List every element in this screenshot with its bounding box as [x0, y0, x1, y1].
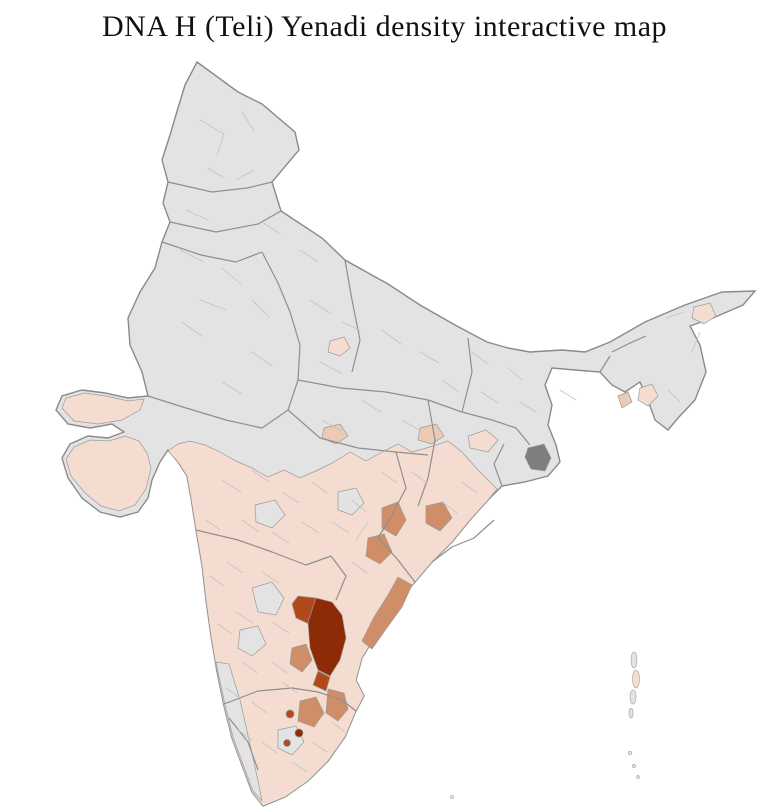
region-north-tamil-nadu[interactable]	[297, 696, 325, 728]
region-jharkhand-district[interactable]	[467, 429, 499, 453]
nicobar-island-3[interactable]	[636, 775, 640, 779]
region-maharashtra-no-data[interactable]	[254, 499, 286, 529]
region-odisha-coastal-1[interactable]	[381, 501, 407, 537]
region-telangana-no-data[interactable]	[337, 487, 365, 516]
region-andhra-coastal-strip[interactable]	[361, 576, 413, 650]
region-rayalaseema-district[interactable]	[289, 643, 313, 673]
nicobar-island-1[interactable]	[627, 750, 633, 756]
region-kolkata[interactable]	[524, 443, 552, 472]
region-tripura-district[interactable]	[637, 383, 659, 407]
region-karnataka-no-data-2[interactable]	[237, 625, 267, 657]
region-madhya-pradesh-district[interactable]	[321, 423, 349, 445]
region-kathiawar[interactable]	[65, 435, 152, 512]
page-title: DNA H (Teli) Yenadi density interactive …	[101, 10, 668, 43]
andaman-island-1[interactable]	[630, 651, 638, 669]
region-nellore-core[interactable]	[307, 597, 347, 677]
region-salem-cluster-3[interactable]	[283, 739, 291, 747]
region-salem-cluster-1[interactable]	[285, 709, 295, 719]
small-island-south[interactable]	[450, 795, 454, 799]
india-outline-region[interactable]	[55, 60, 757, 807]
region-telangana-east[interactable]	[365, 533, 393, 565]
andaman-nicobar-islands[interactable]	[450, 651, 640, 799]
region-uttar-pradesh-district[interactable]	[327, 336, 351, 357]
nicobar-island-2[interactable]	[632, 764, 636, 768]
region-salem-cluster-2[interactable]	[294, 728, 304, 738]
region-kutch[interactable]	[61, 392, 145, 425]
district-mesh-north	[179, 111, 701, 432]
state-boundaries	[147, 181, 647, 771]
region-vidarbha-district[interactable]	[417, 423, 445, 445]
region-karnataka-no-data-1[interactable]	[251, 581, 285, 616]
region-assam-district[interactable]	[691, 302, 717, 325]
region-odisha-coastal-2[interactable]	[425, 501, 453, 532]
district-mesh-south	[205, 469, 478, 773]
andaman-island-3[interactable]	[629, 689, 637, 705]
region-tripura-west-district[interactable]	[617, 391, 633, 409]
andaman-island-4[interactable]	[628, 707, 634, 719]
andaman-island-2[interactable]	[632, 669, 640, 689]
region-nellore-south-strip[interactable]	[312, 670, 331, 692]
